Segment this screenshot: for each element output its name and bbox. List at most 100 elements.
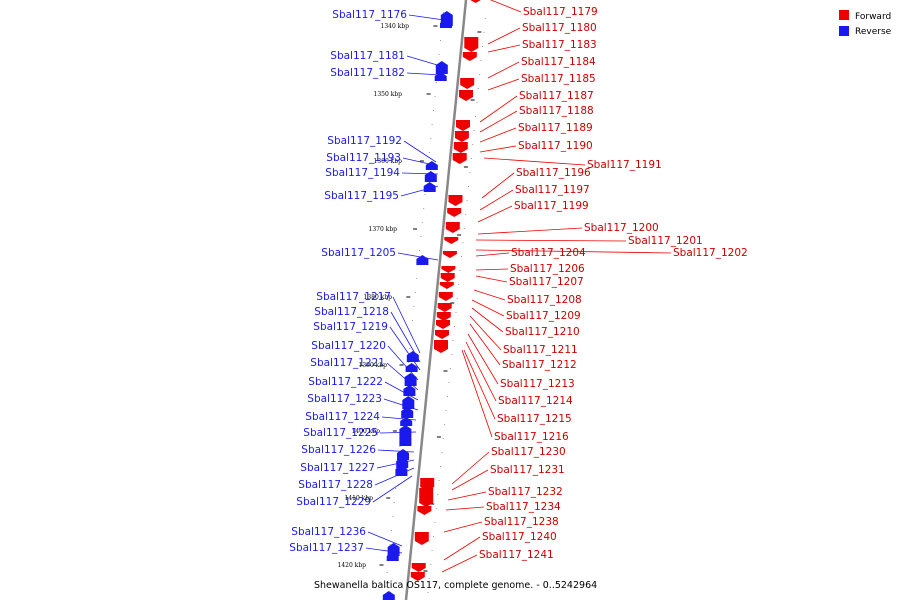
legend-reverse-label: Reverse <box>855 27 892 37</box>
axis-dot <box>392 516 394 517</box>
forward-leader-line <box>463 349 496 420</box>
axis-dot <box>431 124 433 125</box>
reverse-gene-glyph <box>405 363 418 372</box>
forward-gene-glyph <box>414 532 429 545</box>
forward-gene-glyph <box>454 131 469 142</box>
forward-gene-glyph <box>420 478 435 491</box>
forward-gene-glyph <box>436 320 450 329</box>
forward-leader-line <box>451 451 490 485</box>
axis-dot <box>420 236 422 237</box>
axis-dot <box>395 488 397 489</box>
axis-dot <box>407 362 409 363</box>
forward-gene-label: Sbal117_1215 <box>497 413 572 425</box>
reverse-leader-line <box>374 467 415 486</box>
reverse-gene-label: Sbal117_1225 <box>303 427 378 439</box>
forward-gene-glyph <box>452 153 467 164</box>
reverse-gene-glyph <box>387 543 400 556</box>
axis-dot <box>423 208 425 209</box>
reverse-gene-label: Sbal117_1237 <box>289 542 364 554</box>
forward-leader-line <box>471 299 505 317</box>
reverse-gene-glyph <box>424 171 437 182</box>
axis-dot <box>438 480 440 481</box>
reverse-gene-label: Sbal117_1193 <box>326 152 401 164</box>
forward-leader-line <box>487 27 521 45</box>
forward-gene-glyph <box>456 120 470 131</box>
forward-leader-line <box>483 157 586 166</box>
axis-dot <box>475 116 476 117</box>
axis-dot <box>459 270 461 271</box>
forward-gene-label: Sbal117_1207 <box>509 276 584 288</box>
forward-leader-line <box>465 341 497 402</box>
axis-dot <box>454 326 455 327</box>
reverse-leader-line <box>389 326 421 371</box>
forward-gene-label: Sbal117_1185 <box>521 73 596 85</box>
axis-dot <box>409 348 411 349</box>
legend-forward-swatch <box>839 10 849 20</box>
axis-dot <box>458 284 460 285</box>
forward-gene-glyph <box>436 312 451 321</box>
forward-leader-line <box>475 249 672 254</box>
forward-gene-glyph <box>441 266 456 273</box>
chromosome-axis <box>404 0 468 600</box>
forward-gene-glyph <box>437 303 452 312</box>
axis-dot <box>434 96 436 97</box>
forward-gene-label: Sbal117_1232 <box>488 486 563 498</box>
tick-label: 1370 kbp <box>369 226 398 233</box>
reverse-gene-glyph <box>399 425 412 446</box>
forward-leader-line <box>479 145 517 153</box>
forward-leader-line <box>487 78 520 91</box>
axis-dot <box>435 82 437 83</box>
axis-dot <box>440 466 441 467</box>
reverse-leader-line <box>381 416 417 421</box>
axis-dot <box>461 256 462 257</box>
forward-gene-glyph <box>462 52 477 61</box>
reverse-leader-line <box>397 252 439 261</box>
forward-gene-glyph <box>440 273 455 282</box>
axis-dot <box>472 144 474 145</box>
axis-dot <box>444 424 446 425</box>
legend-forward-label: Forward <box>855 12 891 22</box>
forward-gene-label: Sbal117_1179 <box>523 6 598 18</box>
axis-dot <box>385 586 387 587</box>
forward-leader-line <box>473 289 506 301</box>
axis-dot <box>447 396 448 397</box>
reverse-gene-label: Sbal117_1176 <box>332 9 407 21</box>
axis-dot <box>482 46 483 47</box>
forward-gene-label: Sbal117_1234 <box>486 501 561 513</box>
forward-leader-line <box>487 61 520 79</box>
axis-dot <box>441 452 443 453</box>
forward-gene-glyph <box>470 0 481 3</box>
forward-leader-line <box>475 239 627 242</box>
forward-gene-label: Sbal117_1240 <box>482 531 557 543</box>
forward-gene-label: Sbal117_1200 <box>584 222 659 234</box>
axis-dot <box>455 312 457 313</box>
reverse-gene-glyph <box>425 161 438 170</box>
tick-label: 1390 kbp <box>359 362 388 369</box>
forward-leader-line <box>475 252 510 257</box>
axis-dot <box>412 320 413 321</box>
axis-dot <box>483 32 485 33</box>
axis-dot <box>419 250 420 251</box>
forward-gene-label: Sbal117_1202 <box>673 247 748 259</box>
forward-gene-label: Sbal117_1199 <box>514 200 589 212</box>
forward-gene-label: Sbal117_1209 <box>506 310 581 322</box>
forward-gene-label: Sbal117_1197 <box>515 184 590 196</box>
axis-dot <box>414 292 416 293</box>
axis-dot <box>462 242 464 243</box>
forward-leader-line <box>471 307 504 333</box>
reverse-gene-glyph <box>435 61 448 74</box>
axis-dot <box>421 222 423 223</box>
forward-leader-line <box>469 315 502 351</box>
forward-gene-glyph <box>444 237 459 244</box>
axis-dot <box>431 550 433 551</box>
axis-dot <box>456 298 458 299</box>
axis-dot <box>466 200 468 201</box>
forward-leader-line <box>477 205 513 223</box>
forward-gene-glyph <box>442 251 457 258</box>
reverse-gene-glyph <box>403 385 416 396</box>
axis-dot <box>465 214 467 215</box>
tick-label: 1400 kbp <box>352 428 381 435</box>
forward-gene-label: Sbal117_1191 <box>587 159 662 171</box>
forward-gene-label: Sbal117_1206 <box>510 263 585 275</box>
